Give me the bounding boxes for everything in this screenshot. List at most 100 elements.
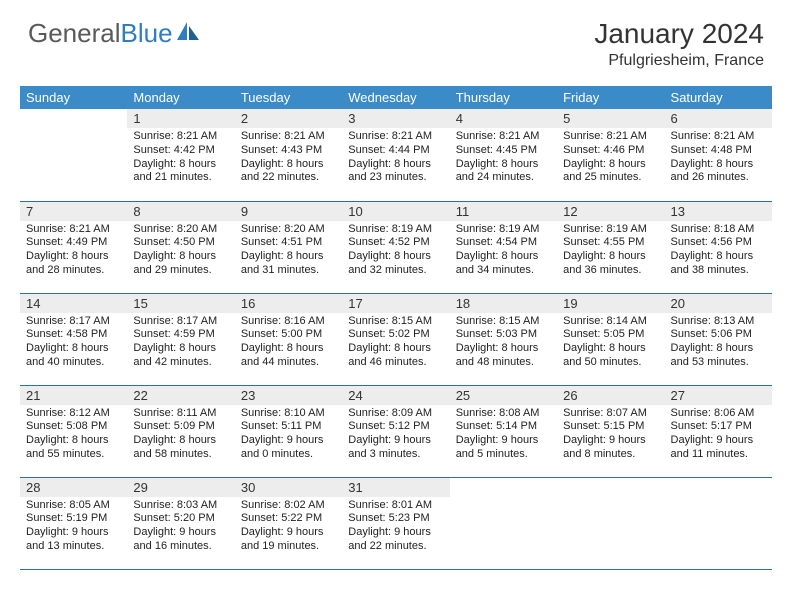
day-details: Sunrise: 8:21 AMSunset: 4:46 PMDaylight:… (557, 128, 664, 189)
calendar-cell: 8Sunrise: 8:20 AMSunset: 4:50 PMDaylight… (127, 201, 234, 293)
calendar-cell: 21Sunrise: 8:12 AMSunset: 5:08 PMDayligh… (20, 385, 127, 477)
daylight-label: Daylight: (133, 250, 176, 262)
daylight-label: Daylight: (241, 342, 284, 354)
day-number: 12 (557, 202, 664, 221)
daylight-label: Daylight: (133, 158, 176, 170)
sunrise-label: Sunrise: (241, 499, 281, 511)
sunrise-label: Sunrise: (348, 499, 388, 511)
sunrise-value: 8:20 AM (177, 223, 217, 235)
weekday-header: Monday (127, 86, 234, 109)
sunrise-value: 8:19 AM (499, 223, 539, 235)
day-number: 5 (557, 109, 664, 128)
calendar-cell: 24Sunrise: 8:09 AMSunset: 5:12 PMDayligh… (342, 385, 449, 477)
calendar-week-row: 14Sunrise: 8:17 AMSunset: 4:58 PMDayligh… (20, 293, 772, 385)
day-number: 4 (450, 109, 557, 128)
sunrise-label: Sunrise: (26, 223, 66, 235)
brand-part1: General (28, 18, 121, 49)
sunrise-label: Sunrise: (241, 407, 281, 419)
sunrise-label: Sunrise: (133, 499, 173, 511)
day-details: Sunrise: 8:21 AMSunset: 4:42 PMDaylight:… (127, 128, 234, 189)
day-details: Sunrise: 8:17 AMSunset: 4:59 PMDaylight:… (127, 313, 234, 374)
daylight-label: Daylight: (241, 526, 284, 538)
sunrise-label: Sunrise: (456, 315, 496, 327)
calendar-cell: 13Sunrise: 8:18 AMSunset: 4:56 PMDayligh… (665, 201, 772, 293)
sunrise-label: Sunrise: (133, 407, 173, 419)
day-number: 11 (450, 202, 557, 221)
sunset-label: Sunset: (671, 420, 708, 432)
sunrise-value: 8:18 AM (714, 223, 754, 235)
sunrise-value: 8:21 AM (392, 130, 432, 142)
calendar-cell: 1Sunrise: 8:21 AMSunset: 4:42 PMDaylight… (127, 109, 234, 201)
calendar-cell: 2Sunrise: 8:21 AMSunset: 4:43 PMDaylight… (235, 109, 342, 201)
daylight-label: Daylight: (456, 158, 499, 170)
sunset-label: Sunset: (456, 144, 493, 156)
sunset-value: 4:44 PM (389, 144, 430, 156)
daylight-label: Daylight: (671, 434, 714, 446)
sunrise-value: 8:16 AM (284, 315, 324, 327)
daylight-label: Daylight: (563, 434, 606, 446)
sunrise-label: Sunrise: (671, 315, 711, 327)
day-number: 25 (450, 386, 557, 405)
location-label: Pfulgriesheim, France (594, 52, 764, 70)
day-number: 6 (665, 109, 772, 128)
sunset-label: Sunset: (348, 236, 385, 248)
title-block: January 2024 Pfulgriesheim, France (594, 18, 764, 70)
calendar-cell: 16Sunrise: 8:16 AMSunset: 5:00 PMDayligh… (235, 293, 342, 385)
calendar-cell: 12Sunrise: 8:19 AMSunset: 4:55 PMDayligh… (557, 201, 664, 293)
sunset-label: Sunset: (133, 512, 170, 524)
day-details: Sunrise: 8:14 AMSunset: 5:05 PMDaylight:… (557, 313, 664, 374)
sunrise-label: Sunrise: (26, 315, 66, 327)
daylight-label: Daylight: (456, 434, 499, 446)
sunset-value: 4:59 PM (174, 328, 215, 340)
calendar-cell: 15Sunrise: 8:17 AMSunset: 4:59 PMDayligh… (127, 293, 234, 385)
calendar-cell: 11Sunrise: 8:19 AMSunset: 4:54 PMDayligh… (450, 201, 557, 293)
daylight-label: Daylight: (241, 250, 284, 262)
sunrise-value: 8:01 AM (392, 499, 432, 511)
sunrise-label: Sunrise: (348, 315, 388, 327)
day-details: Sunrise: 8:02 AMSunset: 5:22 PMDaylight:… (235, 497, 342, 558)
day-number: 3 (342, 109, 449, 128)
sunset-label: Sunset: (241, 328, 278, 340)
sunrise-value: 8:21 AM (69, 223, 109, 235)
day-details: Sunrise: 8:17 AMSunset: 4:58 PMDaylight:… (20, 313, 127, 374)
sunset-label: Sunset: (26, 328, 63, 340)
calendar-cell (20, 109, 127, 201)
day-details: Sunrise: 8:07 AMSunset: 5:15 PMDaylight:… (557, 405, 664, 466)
sunrise-label: Sunrise: (133, 130, 173, 142)
daylight-label: Daylight: (563, 250, 606, 262)
sunrise-value: 8:20 AM (284, 223, 324, 235)
sunrise-label: Sunrise: (348, 130, 388, 142)
daylight-label: Daylight: (563, 342, 606, 354)
day-details: Sunrise: 8:20 AMSunset: 4:51 PMDaylight:… (235, 221, 342, 282)
day-details: Sunrise: 8:03 AMSunset: 5:20 PMDaylight:… (127, 497, 234, 558)
sunset-value: 5:02 PM (389, 328, 430, 340)
sunrise-label: Sunrise: (671, 407, 711, 419)
day-number: 7 (20, 202, 127, 221)
day-details: Sunrise: 8:18 AMSunset: 4:56 PMDaylight:… (665, 221, 772, 282)
brand-logo: GeneralBlue (28, 18, 201, 49)
calendar-cell: 18Sunrise: 8:15 AMSunset: 5:03 PMDayligh… (450, 293, 557, 385)
sunrise-value: 8:21 AM (284, 130, 324, 142)
calendar-cell (450, 477, 557, 569)
day-details: Sunrise: 8:12 AMSunset: 5:08 PMDaylight:… (20, 405, 127, 466)
calendar-cell: 7Sunrise: 8:21 AMSunset: 4:49 PMDaylight… (20, 201, 127, 293)
header: GeneralBlue January 2024 Pfulgriesheim, … (0, 0, 792, 78)
calendar-cell: 10Sunrise: 8:19 AMSunset: 4:52 PMDayligh… (342, 201, 449, 293)
sunrise-label: Sunrise: (563, 315, 603, 327)
calendar-table: SundayMondayTuesdayWednesdayThursdayFrid… (20, 86, 772, 570)
calendar-cell: 19Sunrise: 8:14 AMSunset: 5:05 PMDayligh… (557, 293, 664, 385)
day-number: 31 (342, 478, 449, 497)
calendar-cell: 14Sunrise: 8:17 AMSunset: 4:58 PMDayligh… (20, 293, 127, 385)
day-details: Sunrise: 8:10 AMSunset: 5:11 PMDaylight:… (235, 405, 342, 466)
day-details: Sunrise: 8:15 AMSunset: 5:03 PMDaylight:… (450, 313, 557, 374)
day-details: Sunrise: 8:19 AMSunset: 4:52 PMDaylight:… (342, 221, 449, 282)
calendar-cell: 4Sunrise: 8:21 AMSunset: 4:45 PMDaylight… (450, 109, 557, 201)
daylight-label: Daylight: (241, 434, 284, 446)
day-details: Sunrise: 8:13 AMSunset: 5:06 PMDaylight:… (665, 313, 772, 374)
day-number: 17 (342, 294, 449, 313)
daylight-label: Daylight: (133, 526, 176, 538)
sunrise-value: 8:14 AM (607, 315, 647, 327)
sunset-value: 4:58 PM (66, 328, 107, 340)
calendar-cell: 17Sunrise: 8:15 AMSunset: 5:02 PMDayligh… (342, 293, 449, 385)
calendar-cell: 22Sunrise: 8:11 AMSunset: 5:09 PMDayligh… (127, 385, 234, 477)
